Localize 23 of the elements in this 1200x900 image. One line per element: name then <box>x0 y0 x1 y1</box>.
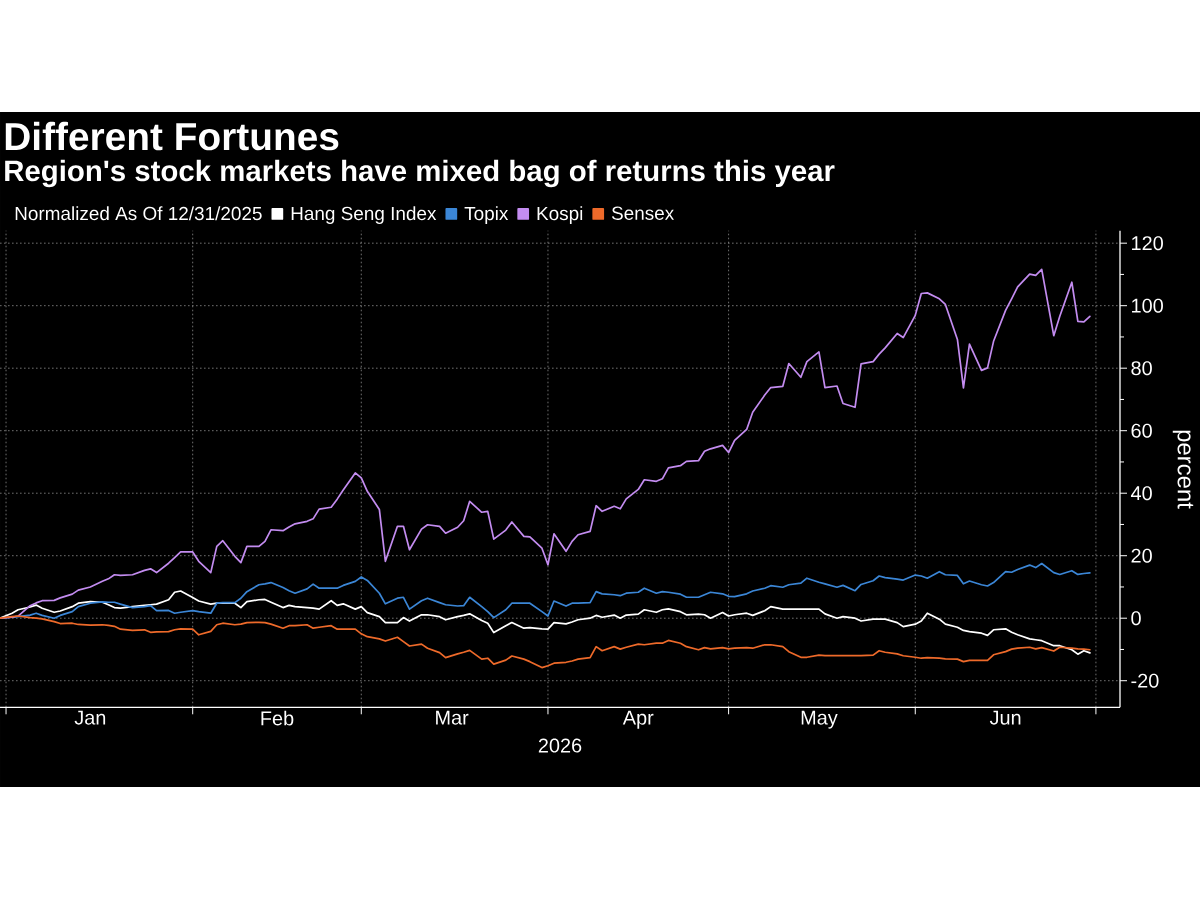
y-tick-label: 40 <box>1130 486 1152 501</box>
y-axis-title: percent <box>1172 430 1194 509</box>
x-tick-label: Feb <box>261 710 294 726</box>
legend-label: Hang Seng Index <box>291 206 437 224</box>
chart-title: Different Fortunes <box>5 121 339 151</box>
x-tick-label: May <box>801 710 838 729</box>
chart-subtitle: Region's stock markets have mixed bag of returns this year <box>5 159 835 188</box>
y-tick-label: 100 <box>1132 298 1163 313</box>
x-tick-label: Jan <box>74 710 106 725</box>
y-tick-label: 60 <box>1131 423 1152 438</box>
legend-label: Sensex <box>611 206 674 220</box>
x-tick-label: Apr <box>622 710 654 729</box>
y-tick-label: 0 <box>1131 611 1141 626</box>
legend-title: Normalized As Of 12/31/2025 <box>15 206 262 221</box>
x-tick-label: Mar <box>436 710 469 725</box>
y-tick-label: 80 <box>1131 361 1152 376</box>
y-tick-label: 120 <box>1132 236 1163 251</box>
legend-label: Topix <box>464 206 509 224</box>
y-tick-label: 20 <box>1131 548 1152 563</box>
x-axis-title: 2026 <box>538 738 582 753</box>
legend-label: Kospi <box>537 206 583 224</box>
x-tick-label: Jun <box>989 710 1021 725</box>
y-tick-label: -20 <box>1131 673 1159 688</box>
